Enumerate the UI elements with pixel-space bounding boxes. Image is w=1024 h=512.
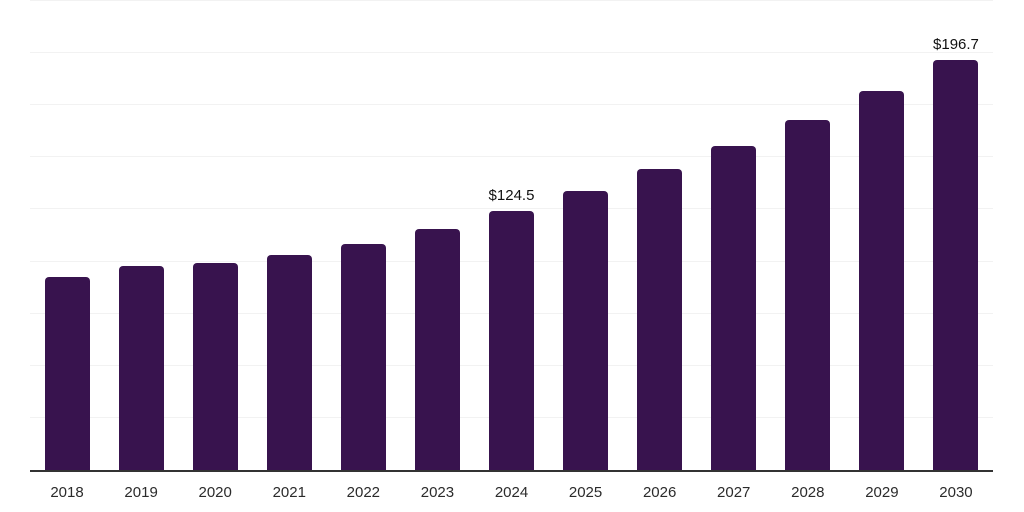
data-label-2024: $124.5 [488,186,535,204]
x-tick-label-2018: 2018 [50,484,84,501]
x-tick-label-2019: 2019 [124,484,158,501]
plot-area: $124.5 $196.7 [30,0,993,472]
x-tick-label-2028: 2028 [791,484,825,501]
data-label-2030: $196.7 [933,36,979,53]
gridline [30,0,993,1]
x-tick-label-2022: 2022 [346,484,381,501]
x-tick-label-2023: 2023 [420,484,455,501]
x-axis-line [30,470,993,472]
x-axis-tick-labels: 2018 2019 2020 2021 2022 2023 2024 2025 2026 2027… [30,485,993,505]
gridline [30,104,993,106]
bar-2025 [563,190,609,470]
bar-2028 [785,120,831,470]
bar-2024 [489,210,534,470]
x-tick-label-2021: 2021 [272,484,306,501]
x-tick-label-2025: 2025 [568,484,603,501]
x-tick-label-2020: 2020 [198,484,232,501]
x-tick-label-2027: 2027 [717,484,751,501]
bar-2020 [192,263,238,470]
gridline [30,156,993,158]
bar-2030 [933,60,979,470]
bar-2023 [414,229,460,470]
x-tick-label-2030: 2030 [939,484,973,501]
bar-2021 [266,255,312,470]
x-tick-label-2029: 2029 [865,484,899,501]
bar-2019 [118,265,164,470]
x-tick-label-2024: 2024 [494,484,529,501]
gridline [30,208,993,210]
bar-2022 [340,244,386,470]
gridline [30,52,993,54]
bar-2027 [711,145,757,470]
bar-2018 [44,276,90,470]
bar-2026 [637,169,683,470]
x-tick-label-2026: 2026 [642,484,677,501]
bar-2029 [859,90,905,470]
